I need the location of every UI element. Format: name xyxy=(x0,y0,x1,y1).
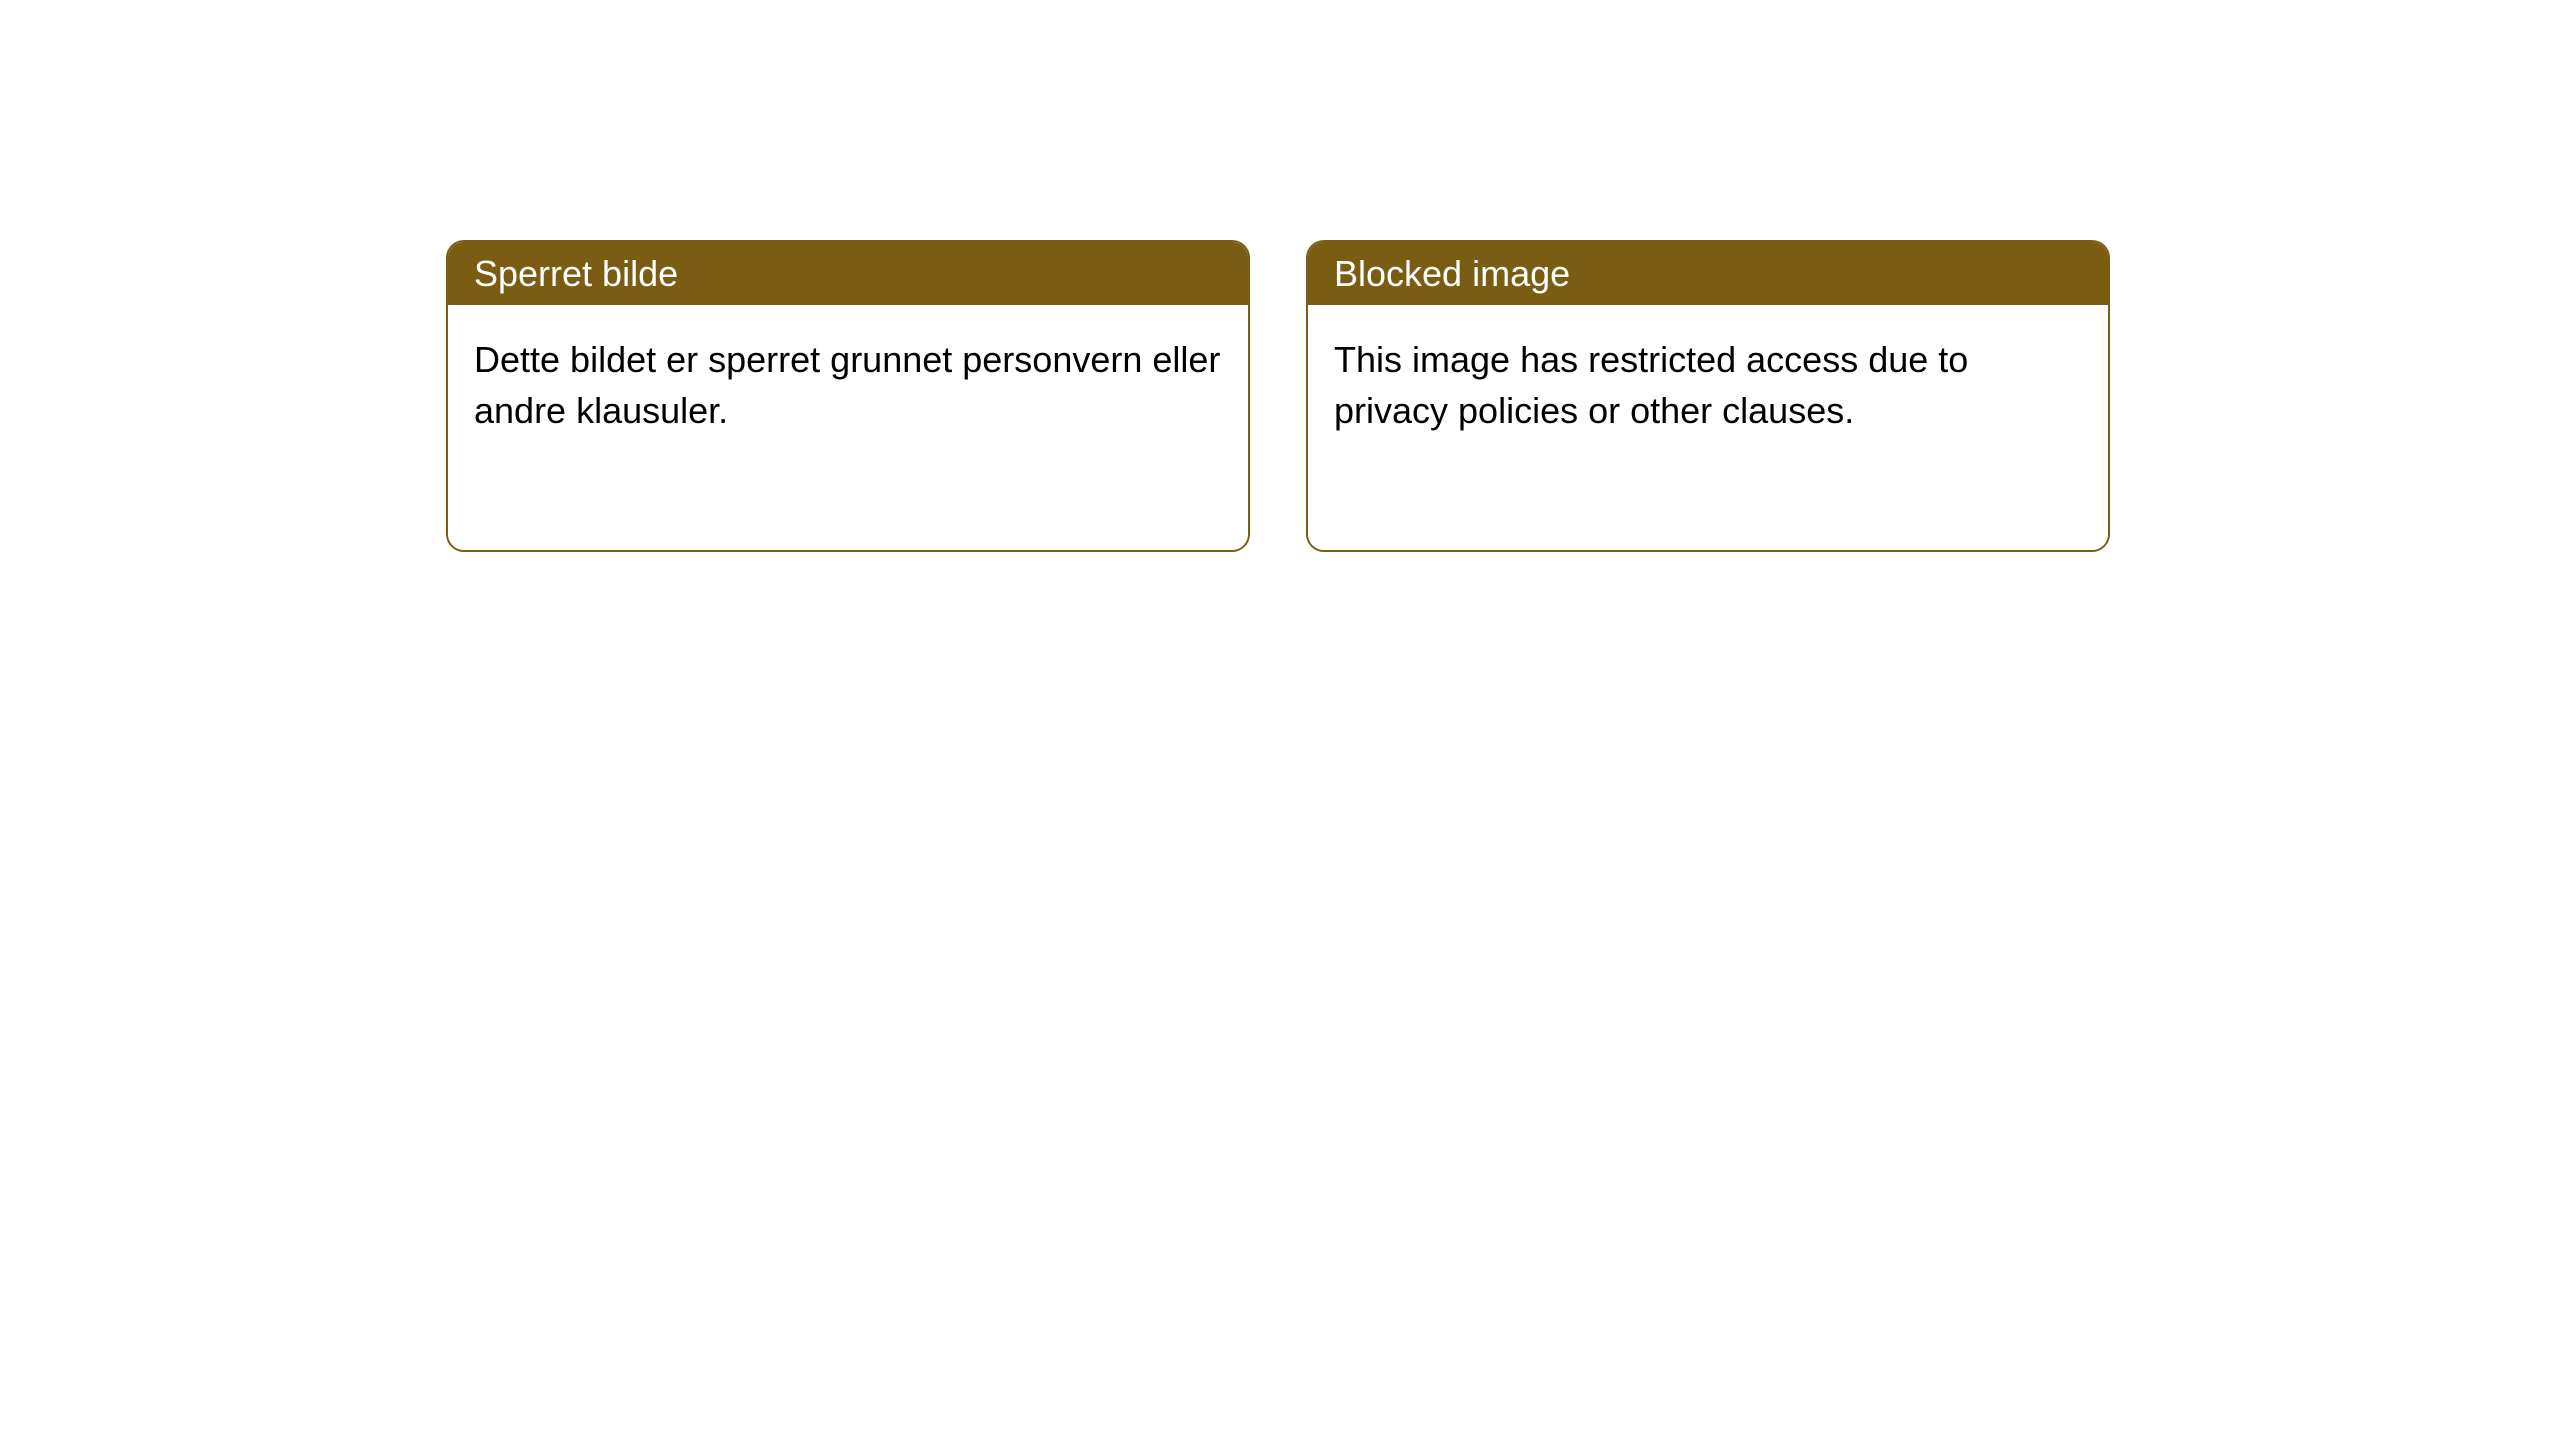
card-title: Sperret bilde xyxy=(474,253,678,294)
blocked-image-card-en: Blocked image This image has restricted … xyxy=(1306,240,2110,552)
card-body: Dette bildet er sperret grunnet personve… xyxy=(448,305,1248,550)
card-header: Sperret bilde xyxy=(448,242,1248,305)
notice-container: Sperret bilde Dette bildet er sperret gr… xyxy=(446,240,2560,552)
card-header: Blocked image xyxy=(1308,242,2108,305)
blocked-image-card-no: Sperret bilde Dette bildet er sperret gr… xyxy=(446,240,1250,552)
card-text: Dette bildet er sperret grunnet personve… xyxy=(474,339,1220,430)
card-title: Blocked image xyxy=(1334,253,1570,294)
card-body: This image has restricted access due to … xyxy=(1308,305,2108,550)
card-text: This image has restricted access due to … xyxy=(1334,339,1968,430)
